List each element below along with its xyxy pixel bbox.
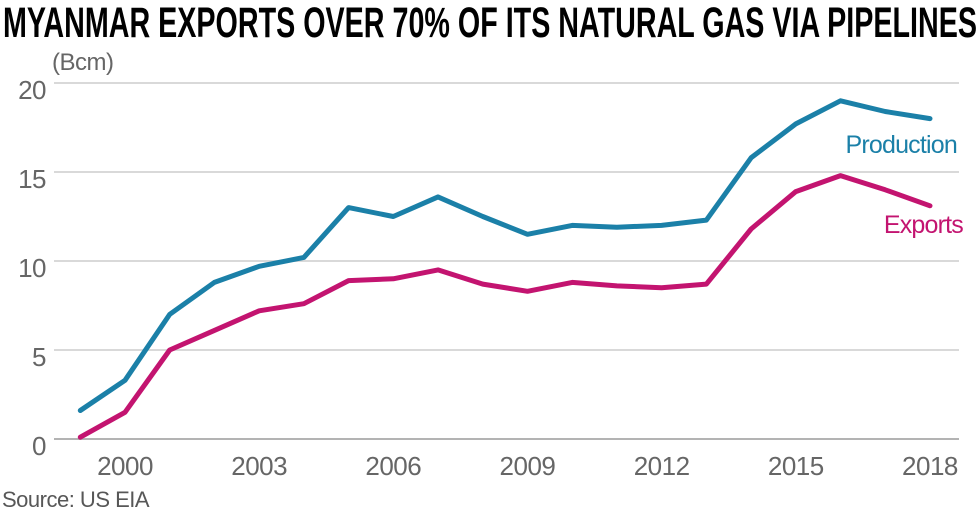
y-axis-tick-label: 10 bbox=[18, 253, 46, 283]
y-axis-tick-label: 20 bbox=[18, 75, 46, 105]
y-axis-tick-label: 15 bbox=[18, 164, 46, 194]
production-series-label: Production bbox=[845, 131, 957, 159]
chart-title: MYANMAR EXPORTS OVER 70% OF ITS NATURAL … bbox=[3, 0, 977, 46]
source-attribution: Source: US EIA bbox=[2, 487, 150, 512]
exports-line bbox=[77, 173, 933, 440]
x-axis-tick-label: 2015 bbox=[768, 451, 824, 481]
y-axis-tick-label: 0 bbox=[32, 431, 46, 461]
x-axis-tick-label: 2018 bbox=[902, 451, 958, 481]
y-axis-tick-label: 5 bbox=[32, 342, 46, 372]
chart-title-container: MYANMAR EXPORTS OVER 70% OF ITS NATURAL … bbox=[3, 0, 977, 46]
x-axis-tick-label: 2000 bbox=[97, 451, 153, 481]
x-axis-tick-label: 2009 bbox=[500, 451, 556, 481]
x-axis-tick-label: 2012 bbox=[634, 451, 690, 481]
production-line bbox=[77, 98, 933, 413]
y-axis-unit-label: (Bcm) bbox=[52, 49, 114, 76]
x-axis-tick-label: 2003 bbox=[231, 451, 287, 481]
x-axis-tick-label: 2006 bbox=[365, 451, 421, 481]
exports-series-label: Exports bbox=[884, 211, 963, 239]
